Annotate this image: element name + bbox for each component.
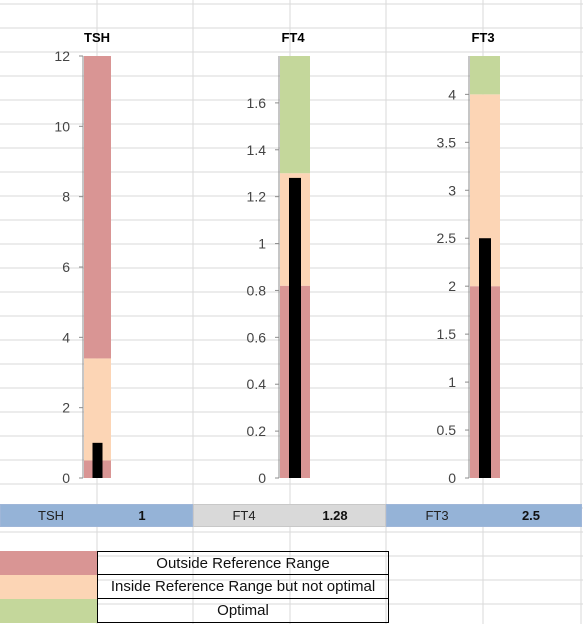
y-tick-label: 0 — [448, 470, 456, 486]
summary-cell-ft3[interactable]: FT3 2.5 — [386, 504, 582, 527]
y-tick-label: 6 — [62, 259, 70, 275]
summary-row: TSH 1 FT4 1.28 FT3 2.5 — [0, 504, 583, 528]
y-tick-label: 2.5 — [437, 230, 457, 246]
legend-swatch — [0, 551, 97, 575]
summary-value: 1.28 — [322, 508, 348, 523]
y-tick-label: 3 — [448, 182, 456, 198]
summary-value: 1 — [138, 508, 146, 523]
y-tick-label: 1 — [448, 374, 456, 390]
chart-title: TSH — [84, 30, 110, 45]
y-tick-label: 8 — [62, 189, 70, 205]
y-tick-label: 0.8 — [247, 282, 267, 298]
y-tick-label: 1 — [258, 236, 266, 252]
chart-title: FT3 — [471, 30, 494, 45]
y-tick-label: 1.6 — [247, 95, 267, 111]
y-tick-label: 2 — [62, 400, 70, 416]
y-tick-label: 3.5 — [437, 134, 457, 150]
value-bar — [289, 177, 301, 478]
legend-label: Outside Reference Range — [97, 551, 389, 575]
chart-tsh: TSH 0 2 4 6 8 10 12 — [54, 30, 111, 486]
band-optimal — [280, 56, 310, 174]
legend-label: Optimal — [97, 599, 389, 623]
y-tick-label: 4 — [62, 329, 70, 345]
y-tick-label: 0 — [258, 470, 266, 486]
y-tick-label: 0.2 — [247, 423, 267, 439]
y-tick-label: 1.2 — [247, 189, 267, 205]
legend-item-optimal: Optimal — [0, 599, 390, 623]
summary-value: 2.5 — [521, 508, 541, 523]
legend-item-outside: Outside Reference Range — [0, 551, 390, 575]
legend-swatch — [0, 575, 97, 599]
summary-cell-tsh[interactable]: TSH 1 — [0, 504, 193, 527]
chart-title: FT4 — [281, 30, 305, 45]
value-bar — [479, 238, 491, 478]
legend-swatch — [0, 599, 97, 623]
legend-label: Inside Reference Range but not optimal — [97, 575, 389, 599]
y-tick-label: 2 — [448, 278, 456, 294]
y-tick-label: 12 — [54, 48, 70, 64]
y-tick-label: 0.6 — [247, 329, 267, 345]
band-outside — [84, 56, 111, 359]
y-tick-label: 10 — [54, 118, 70, 134]
value-bar — [92, 442, 103, 478]
charts-area: TSH024681012FT400.20.40.60.811.21.41.6FT… — [54, 30, 500, 486]
y-tick-label: 0.5 — [437, 422, 457, 438]
chart-ft4: FT4 0 0.2 0.4 0.6 0.8 1 1.2 1.4 1.6 — [247, 30, 310, 486]
chart-ft3: FT3 0 0.5 1 1.5 2 2.5 3 3.5 4 — [437, 30, 500, 486]
legend-item-inside: Inside Reference Range but not optimal — [0, 575, 390, 599]
y-tick-label: 4 — [448, 86, 456, 102]
summary-name: FT4 — [232, 508, 256, 523]
band-optimal — [470, 56, 500, 95]
y-tick-label: 1.4 — [247, 142, 267, 158]
y-tick-label: 1.5 — [437, 326, 457, 342]
summary-name: FT3 — [425, 508, 449, 523]
summary-cell-ft4[interactable]: FT4 1.28 — [193, 504, 386, 527]
summary-name: TSH — [38, 508, 64, 523]
y-tick-label: 0.4 — [247, 376, 267, 392]
y-tick-label: 0 — [62, 470, 70, 486]
